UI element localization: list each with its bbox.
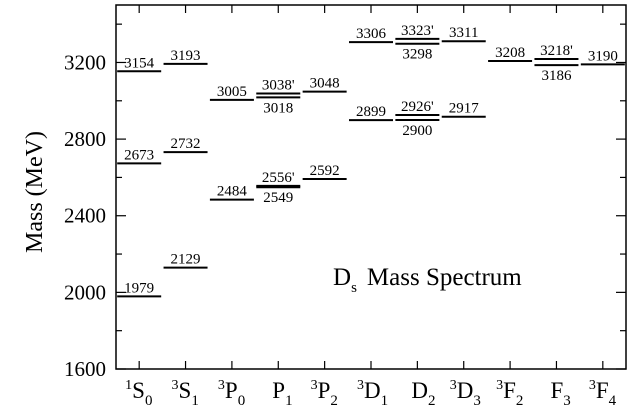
level-label: 3005 (217, 84, 247, 100)
y-tick-label: 2000 (64, 280, 106, 304)
category-label: 3F2 (496, 378, 523, 409)
level-label: 2484 (217, 184, 248, 200)
level-label: 3208 (495, 45, 525, 61)
level-label: 3311 (449, 25, 478, 41)
category-label: 3P0 (218, 378, 245, 409)
category-label: 1S0 (125, 378, 152, 409)
level-label: 3190 (588, 48, 618, 64)
level-label: 2129 (171, 252, 201, 268)
level-label: 2592 (310, 163, 340, 179)
category-label: P1 (272, 378, 292, 409)
category-label: D2 (411, 378, 435, 409)
level-label: 2926' (401, 99, 434, 115)
energy-levels: 1979 2673 3154 2129 2732 3193 2484 3005 2549 2556… (117, 23, 625, 298)
category-label: F3 (550, 378, 570, 409)
level-label: 3186 (541, 68, 572, 84)
level-label: 3298 (402, 47, 432, 63)
level-label: 2732 (171, 136, 201, 152)
level-label: 2899 (356, 104, 386, 120)
category-label: 3S1 (172, 378, 199, 409)
category-labels: 1S0 3S1 3P0 P1 3P2 3D1 D2 3D3 3F2 F3 3F4 (125, 378, 616, 409)
chart-title: Ds Mass Spectrum (333, 264, 522, 296)
category-label: 3P2 (311, 378, 338, 409)
category-label: 3F4 (589, 378, 617, 409)
level-label: 2549 (263, 190, 293, 206)
title-subscript: s (351, 280, 357, 296)
level-label: 3193 (171, 48, 201, 64)
title-main: D (333, 264, 351, 291)
y-tick-label: 1600 (64, 357, 106, 381)
title-rest: Mass Spectrum (367, 264, 522, 291)
category-label: 3D3 (450, 378, 481, 409)
level-label: 3154 (124, 55, 155, 71)
level-label: 3048 (310, 76, 340, 92)
y-tick-label: 2800 (64, 127, 106, 151)
level-label: 3323' (401, 23, 434, 39)
y-tick-label: 3200 (64, 50, 106, 74)
y-axis-label: Mass (MeV) (22, 131, 48, 253)
level-label: 2900 (402, 123, 432, 139)
level-label: 3306 (356, 26, 387, 42)
category-label: 3D1 (357, 378, 388, 409)
level-label: 3038' (262, 78, 295, 94)
y-tick-label: 2400 (64, 204, 106, 228)
level-label: 2917 (449, 101, 480, 117)
level-label: 3018 (263, 100, 293, 116)
level-label: 2673 (124, 147, 154, 163)
level-label: 1979 (124, 280, 154, 296)
level-label: 2556' (262, 170, 295, 186)
axis-ticks: 1600 2000 2400 2800 3200 (64, 5, 626, 381)
level-label: 3218' (540, 43, 573, 59)
